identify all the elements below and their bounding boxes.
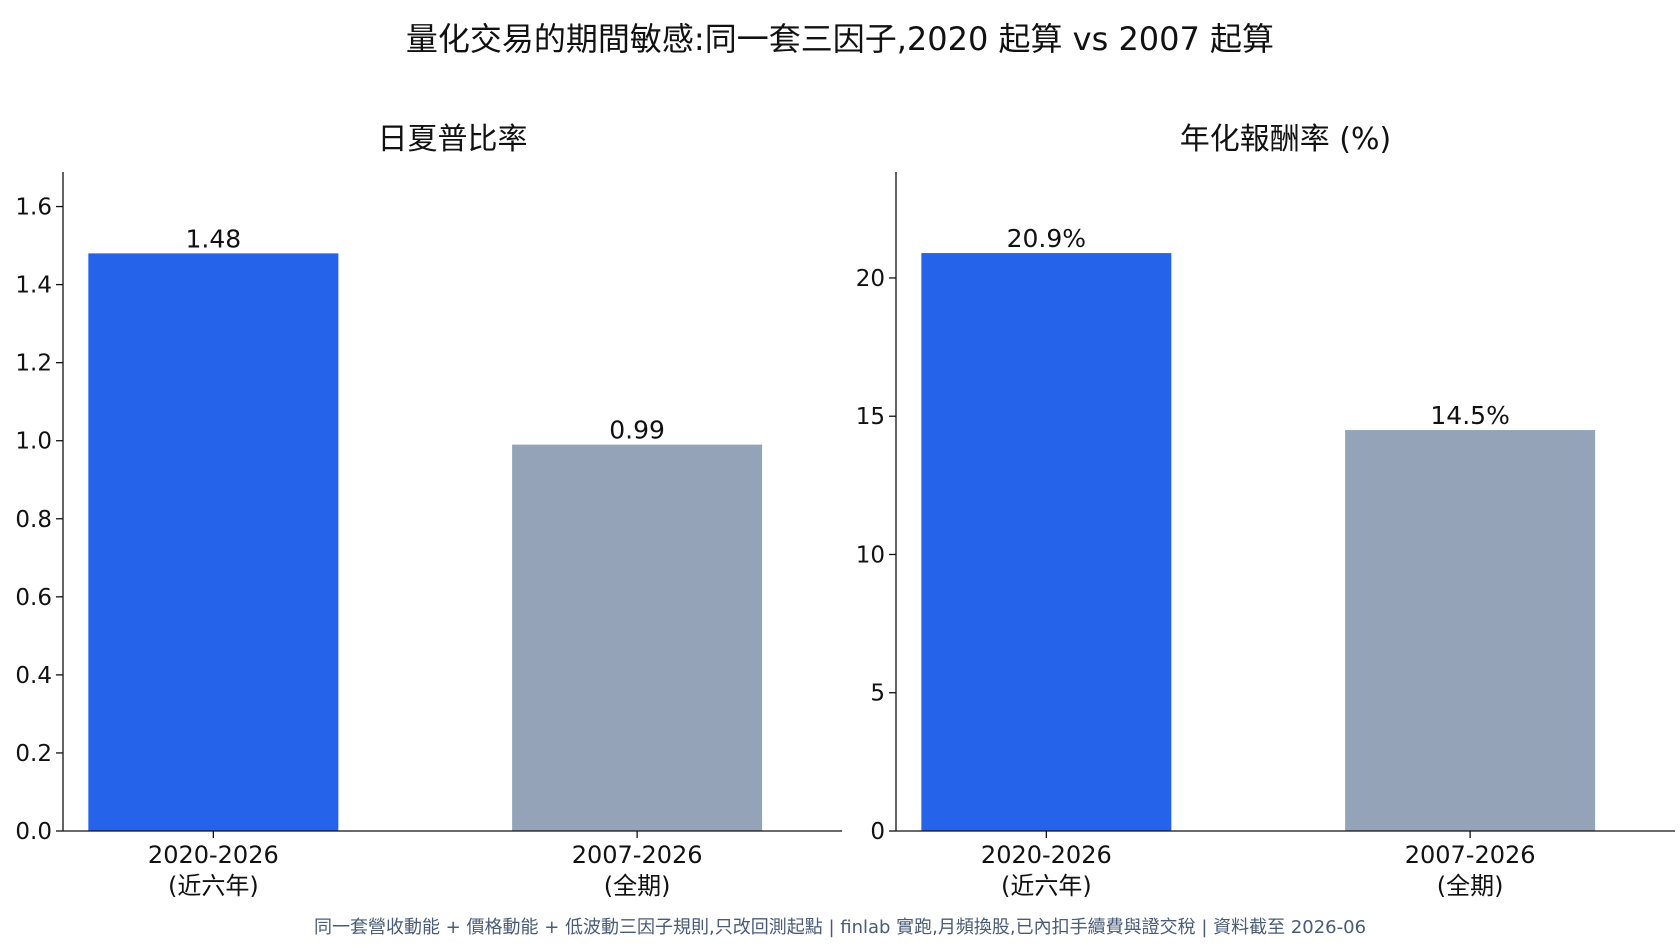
panel-1: 日夏普比率 1.48 2020-2026 (近六年) 0.99 2007-2026 (全期)… xyxy=(15,122,842,900)
bar-full xyxy=(512,444,763,831)
y-tick-label: 0.0 xyxy=(15,819,52,845)
y-tick-label: 15 xyxy=(856,404,885,430)
data-label: 20.9% xyxy=(1007,224,1086,253)
figure-title: 量化交易的期間敏感:同一套三因子,2020 起算 vs 2007 起算 xyxy=(405,20,1275,58)
panel-title: 年化報酬率 (%) xyxy=(1180,122,1391,157)
y-tick-label: 0.2 xyxy=(15,741,52,767)
bar-recent xyxy=(88,253,339,831)
y-tick-label: 0.4 xyxy=(15,663,52,689)
y-tick-label: 5 xyxy=(870,681,885,707)
y-tick-label: 0 xyxy=(870,819,885,845)
data-label: 1.48 xyxy=(186,224,242,253)
x-tick-label: 2020-2026 (近六年) xyxy=(148,841,279,900)
panel-title: 日夏普比率 xyxy=(378,122,528,157)
x-tick-label: 2007-2026 (全期) xyxy=(572,841,703,900)
y-tick-label: 10 xyxy=(856,542,885,568)
data-label: 0.99 xyxy=(609,416,665,445)
y-tick-label: 0.8 xyxy=(15,507,52,533)
y-tick-label: 1.0 xyxy=(15,429,52,455)
x-tick-label: 2007-2026 (全期) xyxy=(1405,841,1536,900)
footnote: 同一套營收動能 + 價格動能 + 低波動三因子規則,只改回測起點 | finla… xyxy=(313,917,1367,938)
bar-full xyxy=(1345,430,1596,831)
bar-recent xyxy=(921,253,1172,832)
data-label: 14.5% xyxy=(1430,401,1509,430)
y-tick-label: 1.6 xyxy=(15,195,52,221)
panel-2: 年化報酬率 (%) 20.9% 2020-2026 (近六年) 14.5% 2007-20… xyxy=(856,122,1675,900)
y-tick-label: 1.4 xyxy=(15,273,52,299)
y-tick-label: 20 xyxy=(856,266,885,292)
y-tick-label: 1.2 xyxy=(15,351,52,377)
x-tick-label: 2020-2026 (近六年) xyxy=(981,841,1112,900)
y-tick-label: 0.6 xyxy=(15,585,52,611)
